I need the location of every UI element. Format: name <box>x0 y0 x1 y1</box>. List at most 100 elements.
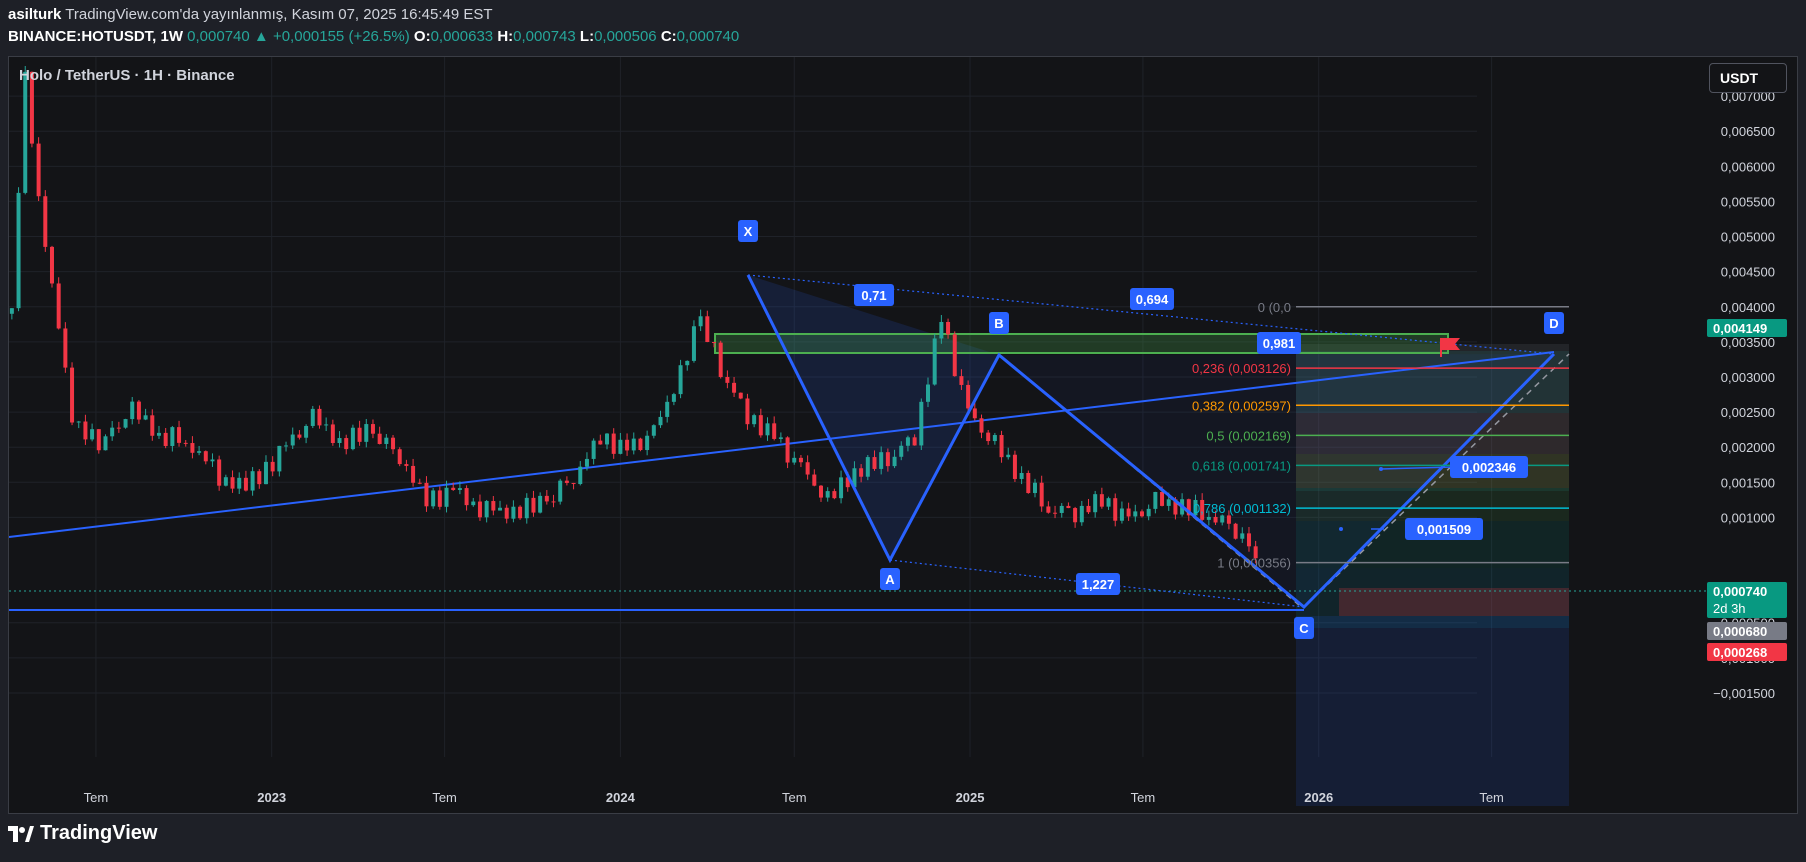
candle-body <box>1032 482 1037 494</box>
candle-body <box>310 408 315 426</box>
candle-body <box>110 427 115 437</box>
high-label: H: <box>497 28 514 45</box>
candle-body <box>638 438 643 451</box>
candle-body <box>558 480 563 502</box>
candle-body <box>1119 508 1124 521</box>
projection-dot-1 <box>1339 527 1343 531</box>
candle-body <box>491 501 496 511</box>
candle-body <box>564 480 569 483</box>
candle-body <box>431 490 436 507</box>
candle-body <box>1213 516 1218 523</box>
candle-body <box>852 468 857 488</box>
candle-body <box>832 491 837 499</box>
point-d-label-text: D <box>1549 316 1558 331</box>
ratio-badge <box>854 284 894 306</box>
point-x-label <box>738 220 758 242</box>
candle-body <box>524 497 529 519</box>
candle-body <box>29 71 34 144</box>
candle-body <box>966 384 971 409</box>
candle-body <box>665 401 670 417</box>
candle-body <box>885 452 890 467</box>
chart-panel[interactable]: 0 (0,0 0,236 (0,003126) 0,382 (0,002597) 0,… <box>8 56 1798 814</box>
candle-body <box>123 419 128 428</box>
candle-body <box>250 471 255 491</box>
candle-body <box>203 451 208 462</box>
candle-body <box>625 439 630 451</box>
candle-body <box>424 482 429 507</box>
xabcd-legs <box>746 274 1556 610</box>
candle-body <box>1046 506 1051 513</box>
candle-body <box>1186 499 1191 516</box>
point-c-label-text: C <box>1299 621 1309 636</box>
point-d-label <box>1544 312 1564 334</box>
ratio-badge <box>1257 332 1301 354</box>
ratio-badge <box>1450 456 1528 478</box>
candle-body <box>879 452 884 469</box>
candle-body <box>859 468 864 477</box>
candle-body <box>484 501 489 518</box>
author-name[interactable]: asilturk <box>8 6 62 23</box>
y-tick-label: 0,006500 <box>1721 124 1775 139</box>
chart-header: asilturk TradingView.com'da yayınlanmış,… <box>8 4 739 48</box>
low-label: L: <box>579 28 595 45</box>
candle-body <box>498 507 503 511</box>
candle-body <box>845 477 850 488</box>
fib-level-label: 0,618 (0,001741) <box>1192 458 1291 473</box>
candle-body <box>999 435 1004 458</box>
candle-body <box>1200 499 1205 520</box>
price-tag <box>1707 622 1787 640</box>
candle-body <box>1006 454 1011 458</box>
candle-body <box>23 71 28 193</box>
candle-body <box>618 439 623 454</box>
candle-body <box>538 495 543 513</box>
change-arrow-icon: ▲ <box>253 28 269 45</box>
time-axis[interactable]: Tem 2023 Tem 2024 Tem 2025 Tem 2026 Tem <box>84 790 1504 805</box>
candle-body <box>1173 499 1178 515</box>
candle-body <box>705 316 710 342</box>
candle-body <box>1019 472 1024 479</box>
candle-body <box>518 506 523 519</box>
fib-level-label: 0,786 (0,001132) <box>1193 501 1291 516</box>
candle-body <box>183 442 188 444</box>
last-price: 0,000740 <box>187 28 250 45</box>
change-value: +0,000155 (+26.5%) <box>272 28 410 45</box>
candle-body <box>83 421 88 440</box>
candle-body <box>959 376 964 385</box>
projection-dot-2 <box>1379 467 1383 471</box>
candle-body <box>190 443 195 453</box>
ratio-badge-text: 1,227 <box>1082 577 1115 592</box>
price-tag-text: 0,004149 <box>1713 321 1767 336</box>
candle-body <box>43 196 48 247</box>
candle-body <box>645 435 650 451</box>
ratio-badge-text: 0,002346 <box>1462 460 1516 475</box>
candle-body <box>177 427 182 443</box>
candle-body <box>1039 482 1044 507</box>
candle-body <box>457 488 462 490</box>
candle-body <box>397 449 402 465</box>
candle-body <box>1246 533 1251 547</box>
candle-body <box>865 457 870 477</box>
candle-body <box>1220 515 1225 523</box>
candle-body <box>544 495 549 502</box>
candle-body <box>471 501 476 506</box>
candle-body <box>116 427 121 429</box>
price-chart[interactable]: 0 (0,0 0,236 (0,003126) 0,382 (0,002597) 0,… <box>9 57 1798 814</box>
candle-body <box>451 487 456 490</box>
price-tag-text: 0,000268 <box>1713 645 1767 660</box>
tradingview-logo[interactable]: TradingView <box>8 822 157 845</box>
candle-body <box>892 456 897 467</box>
tradingview-logo-icon <box>8 825 34 842</box>
candle-body <box>357 427 362 442</box>
currency-selector[interactable]: USDT <box>1709 63 1787 93</box>
x-tick-label: 2023 <box>257 790 286 805</box>
candle-body <box>317 408 322 426</box>
candle-body <box>9 308 14 314</box>
y-tick-label: 0,001500 <box>1721 475 1775 490</box>
candle-body <box>698 316 703 327</box>
candle-body <box>96 429 101 451</box>
candle-body <box>785 437 790 463</box>
candle-body <box>411 465 416 483</box>
candle-body <box>1026 472 1031 494</box>
x-tick-label: 2026 <box>1304 790 1333 805</box>
candle-body <box>712 341 717 343</box>
